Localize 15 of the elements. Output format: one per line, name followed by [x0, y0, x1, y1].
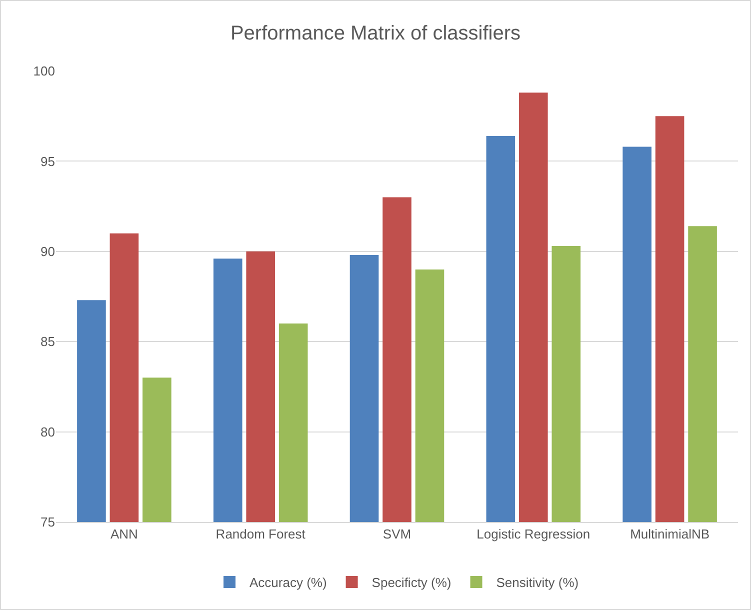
- x-tick-label: ANN: [110, 526, 138, 542]
- y-tick-label: 100: [33, 64, 55, 79]
- y-tick-label: 90: [40, 244, 55, 259]
- legend-label: Sensitivity (%): [496, 575, 579, 590]
- y-tick-label: 80: [40, 424, 55, 440]
- x-tick-label: Logistic Regression: [476, 526, 590, 542]
- x-tick-label: SVM: [382, 526, 412, 542]
- x-tick-label: MultinimialNB: [630, 526, 710, 542]
- chart-title: Performance Matrix of classifiers: [230, 22, 521, 44]
- y-tick-label: 95: [40, 154, 55, 169]
- y-tick-label: 85: [40, 334, 55, 350]
- y-tick-label: 75: [40, 514, 55, 530]
- legend-label: Accuracy (%): [250, 575, 327, 590]
- legend-label: Specificty (%): [372, 575, 452, 590]
- x-tick-label: Random Forest: [216, 526, 306, 542]
